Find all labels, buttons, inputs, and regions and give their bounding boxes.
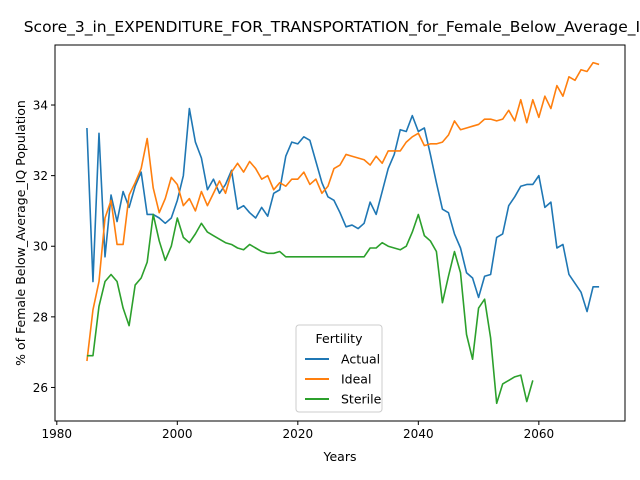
axes-frame <box>54 44 626 422</box>
series-line-actual <box>86 107 600 313</box>
legend-label-sterile: Sterile <box>341 392 382 407</box>
series-layer <box>86 61 600 405</box>
x-tick-label: 2040 <box>403 427 434 441</box>
y-tick-label: 34 <box>33 99 48 113</box>
series-line-ideal <box>86 61 600 362</box>
legend: Fertility Actual Ideal Sterile <box>295 324 383 413</box>
tick-layer: 1980 2000 2020 2040 2060 26 28 30 32 34 <box>33 99 554 441</box>
x-tick-label: 2000 <box>162 427 193 441</box>
legend-frame <box>295 324 383 413</box>
legend-title: Fertility <box>316 331 364 346</box>
y-tick-label: 30 <box>33 240 48 254</box>
y-tick-label: 26 <box>33 381 48 395</box>
y-axis-label: % of Female Below_Average_IQ Population <box>13 100 28 366</box>
legend-label-ideal: Ideal <box>341 372 371 387</box>
x-tick-label: 1980 <box>42 427 73 441</box>
series-line-sterile <box>86 213 534 405</box>
y-tick-label: 28 <box>33 310 48 324</box>
legend-label-actual: Actual <box>341 352 380 367</box>
x-axis-label: Years <box>323 449 357 464</box>
y-tick-label: 32 <box>33 169 48 183</box>
x-tick-label: 2020 <box>283 427 314 441</box>
chart-title: Score_3_in_EXPENDITURE_FOR_TRANSPORTATIO… <box>24 18 640 37</box>
x-tick-label: 2060 <box>524 427 555 441</box>
